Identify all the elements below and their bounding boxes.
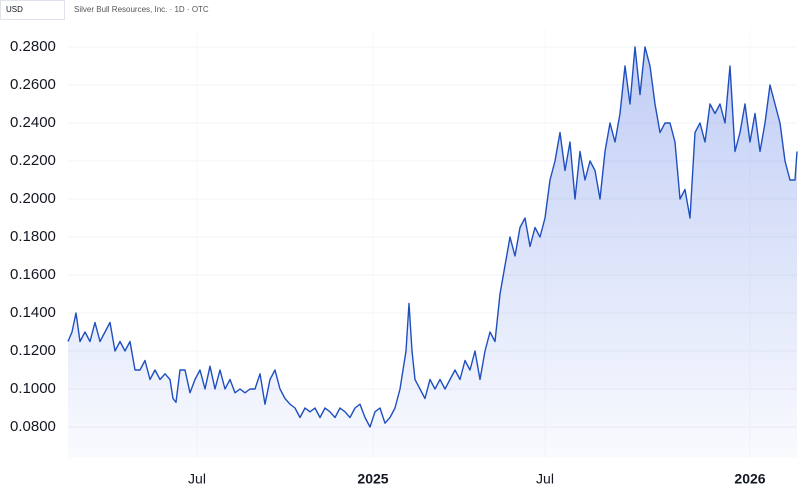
y-tick-label: 0.2400: [10, 114, 56, 131]
chart-title: Silver Bull Resources, Inc. · 1D · OTC: [74, 5, 209, 14]
currency-label: USD: [6, 5, 23, 14]
y-tick-label: 0.2200: [10, 152, 56, 169]
x-tick-label: 2025: [357, 471, 388, 487]
x-tick-label: Jul: [188, 471, 206, 487]
currency-box: [0, 0, 65, 20]
y-tick-label: 0.2800: [10, 38, 56, 55]
area-fill: [68, 47, 797, 458]
price-line: [67, 46, 798, 428]
x-tick-label: 2026: [734, 471, 765, 487]
y-tick-label: 0.1000: [10, 380, 56, 397]
y-tick-label: 0.2000: [10, 190, 56, 207]
y-tick-label: 0.0800: [10, 418, 56, 435]
y-tick-label: 0.1400: [10, 304, 56, 321]
y-tick-label: 0.1200: [10, 342, 56, 359]
x-tick-label: Jul: [536, 471, 554, 487]
y-tick-label: 0.2600: [10, 76, 56, 93]
y-tick-label: 0.1600: [10, 266, 56, 283]
y-tick-label: 0.1800: [10, 228, 56, 245]
